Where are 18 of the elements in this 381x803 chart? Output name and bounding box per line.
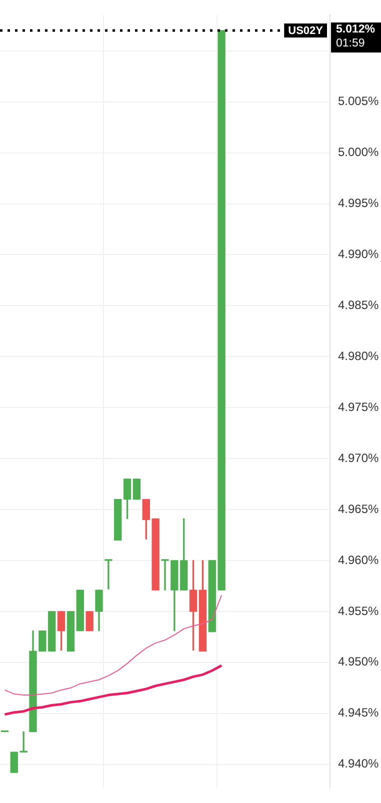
y-tick-label: 5.005% [338,94,380,108]
text: 01:59 [336,38,365,50]
y-tick-label: 4.985% [338,298,380,312]
y-tick-label: 4.960% [338,552,380,567]
y-tick-label: 4.945% [338,706,380,720]
y-tick-label: 5.000% [338,145,380,160]
ref-line-label: US02Y [288,25,324,38]
y-tick-label: 4.990% [338,247,380,262]
text: 5.012% [336,24,376,36]
y-tick-label: 4.940% [338,756,380,771]
y-tick-label: 4.995% [338,196,380,210]
y-tick-label: 4.970% [338,450,380,465]
y-tick-label: 4.980% [338,348,380,363]
y-tick-label: 4.965% [338,502,380,516]
y-tick-label: 4.955% [338,604,380,618]
y-tick-label: 4.975% [338,400,380,414]
candlestick [104,559,112,590]
y-tick-label: 4.950% [338,654,380,669]
